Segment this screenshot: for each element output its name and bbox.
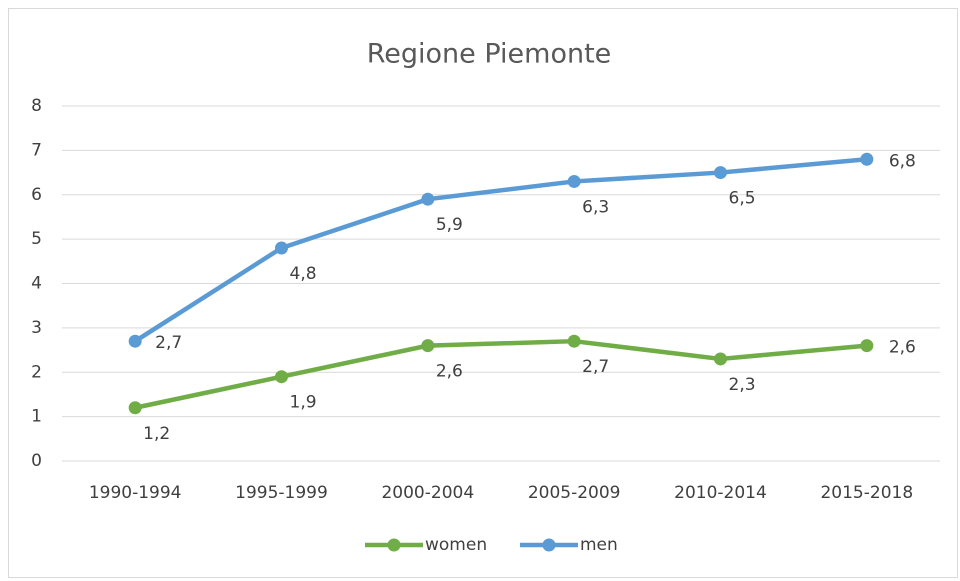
data-point: [275, 370, 288, 384]
legend-marker: [387, 538, 401, 552]
data-label: 4,8: [290, 264, 317, 284]
data-label: 6,3: [582, 197, 609, 217]
data-label: 6,5: [729, 189, 756, 209]
data-point: [128, 334, 142, 348]
chart-border: [8, 8, 958, 578]
y-tick-label: 3: [31, 318, 42, 338]
data-point: [714, 352, 727, 366]
data-point: [128, 401, 142, 415]
data-point: [714, 166, 727, 180]
legend-marker: [542, 538, 556, 552]
series-line: [132, 157, 870, 344]
x-tick-label: 1995-1999: [235, 483, 328, 503]
data-point: [860, 152, 874, 166]
y-tick-label: 6: [31, 185, 42, 205]
x-tick-label: 1990-1994: [89, 483, 182, 503]
y-tick-label: 8: [31, 96, 42, 116]
data-label: 1,9: [290, 393, 317, 413]
y-tick-label: 7: [31, 140, 42, 160]
data-point: [275, 241, 288, 255]
data-label: 1,2: [143, 424, 170, 444]
data-point: [567, 174, 581, 188]
data-label: 2,3: [729, 375, 756, 395]
data-label: 2,6: [436, 362, 463, 382]
y-tick-label: 1: [31, 407, 42, 427]
y-tick-label: 5: [31, 229, 42, 249]
data-point: [421, 192, 435, 206]
x-tick-label: 2010-2014: [674, 483, 767, 503]
legend-label: men: [580, 535, 618, 555]
y-tick-label: 4: [31, 274, 42, 294]
y-tick-label: 0: [31, 451, 42, 471]
data-label: 2,7: [155, 333, 182, 353]
series-line: [132, 338, 870, 410]
x-tick-label: 2005-2009: [528, 483, 621, 503]
data-label: 2,7: [582, 357, 609, 377]
data-point: [860, 339, 874, 353]
data-label: 5,9: [436, 215, 463, 235]
data-point: [567, 334, 581, 348]
chart-title: Regione Piemonte: [367, 39, 612, 70]
legend-label: women: [425, 535, 487, 555]
y-tick-label: 2: [31, 362, 42, 382]
data-point: [421, 339, 435, 353]
data-label: 6,8: [889, 151, 916, 171]
x-tick-label: 2000-2004: [381, 483, 474, 503]
data-label: 2,6: [889, 338, 916, 358]
x-tick-label: 2015-2018: [820, 483, 913, 503]
